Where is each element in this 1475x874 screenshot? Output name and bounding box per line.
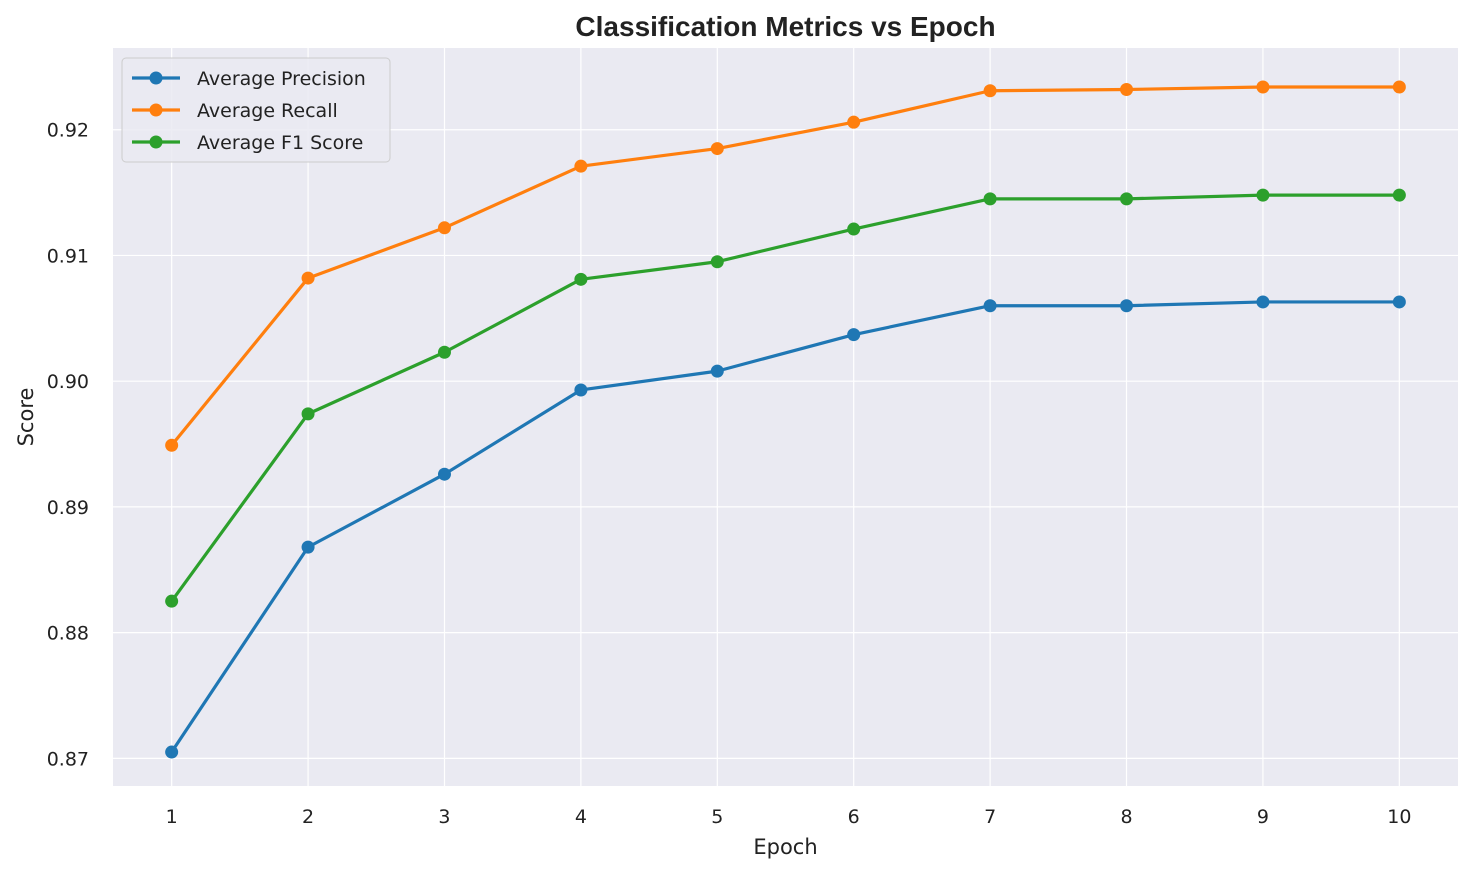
data-point [574, 383, 588, 397]
x-tick-label: 4 [575, 806, 587, 828]
x-tick-label: 3 [438, 806, 450, 828]
data-point [1392, 188, 1406, 202]
x-tick-label: 7 [984, 806, 996, 828]
series-line [170, 193, 1401, 603]
legend-entry: Average F1 Score [132, 132, 363, 154]
y-tick-label: 0.89 [47, 497, 89, 519]
data-point [1392, 80, 1406, 94]
series-2 [165, 188, 1406, 608]
data-point [301, 407, 315, 421]
legend-marker [149, 103, 163, 117]
x-tick-label: 2 [302, 806, 314, 828]
legend-entry: Average Recall [132, 100, 338, 122]
data-point [301, 271, 315, 285]
y-tick-label: 0.90 [47, 371, 89, 393]
legend-label: Average Recall [197, 100, 338, 122]
data-point [1120, 299, 1134, 313]
x-tick-label: 8 [1120, 806, 1132, 828]
series-line [170, 85, 1401, 447]
y-tick-label: 0.87 [47, 748, 89, 770]
legend-box [121, 57, 391, 163]
data-point [437, 221, 451, 235]
x-axis-label: Epoch [753, 835, 817, 859]
series-line [170, 300, 1401, 754]
x-tick-label: 5 [711, 806, 723, 828]
data-point [301, 540, 315, 554]
legend-label: Average F1 Score [197, 132, 363, 154]
data-point [1392, 295, 1406, 309]
data-point [983, 84, 997, 98]
y-tick-label: 0.92 [47, 120, 89, 142]
data-point [983, 192, 997, 206]
data-point [1256, 188, 1270, 202]
series-0 [165, 295, 1406, 759]
data-point [847, 222, 861, 236]
data-point [437, 467, 451, 481]
x-tick-label: 10 [1387, 806, 1411, 828]
data-point [1120, 192, 1134, 206]
data-point [165, 438, 179, 452]
data-point [1256, 295, 1270, 309]
y-tick-label: 0.88 [47, 623, 89, 645]
chart-title: Classification Metrics vs Epoch [575, 11, 995, 42]
series-group [165, 80, 1406, 759]
data-point [1120, 82, 1134, 96]
data-point [983, 299, 997, 313]
data-point [710, 255, 724, 269]
data-point [1256, 80, 1270, 94]
series-1 [165, 80, 1406, 452]
legend-label: Average Precision [197, 68, 366, 90]
x-tick-label: 6 [848, 806, 860, 828]
data-point [710, 142, 724, 156]
plot-area [113, 48, 1458, 786]
x-tick-label: 1 [166, 806, 178, 828]
legend-marker [149, 71, 163, 85]
y-tick-label: 0.91 [47, 245, 89, 267]
ticks-group: 1 2 3 4 5 6 7 8 9 10 0.87 0.88 0.89 0.90 0.91 0.92 [47, 120, 1412, 828]
x-tick-label: 9 [1257, 806, 1269, 828]
data-point [710, 364, 724, 378]
data-point [165, 745, 179, 759]
data-point [574, 272, 588, 286]
data-point [437, 345, 451, 359]
legend-entry: Average Precision [132, 68, 366, 90]
data-point [574, 159, 588, 173]
data-point [847, 328, 861, 342]
data-point [165, 594, 179, 608]
legend: Average Precision Average Recall Average F… [121, 57, 391, 163]
data-point [847, 115, 861, 129]
legend-marker [149, 135, 163, 149]
y-axis-label: Score [14, 388, 38, 447]
